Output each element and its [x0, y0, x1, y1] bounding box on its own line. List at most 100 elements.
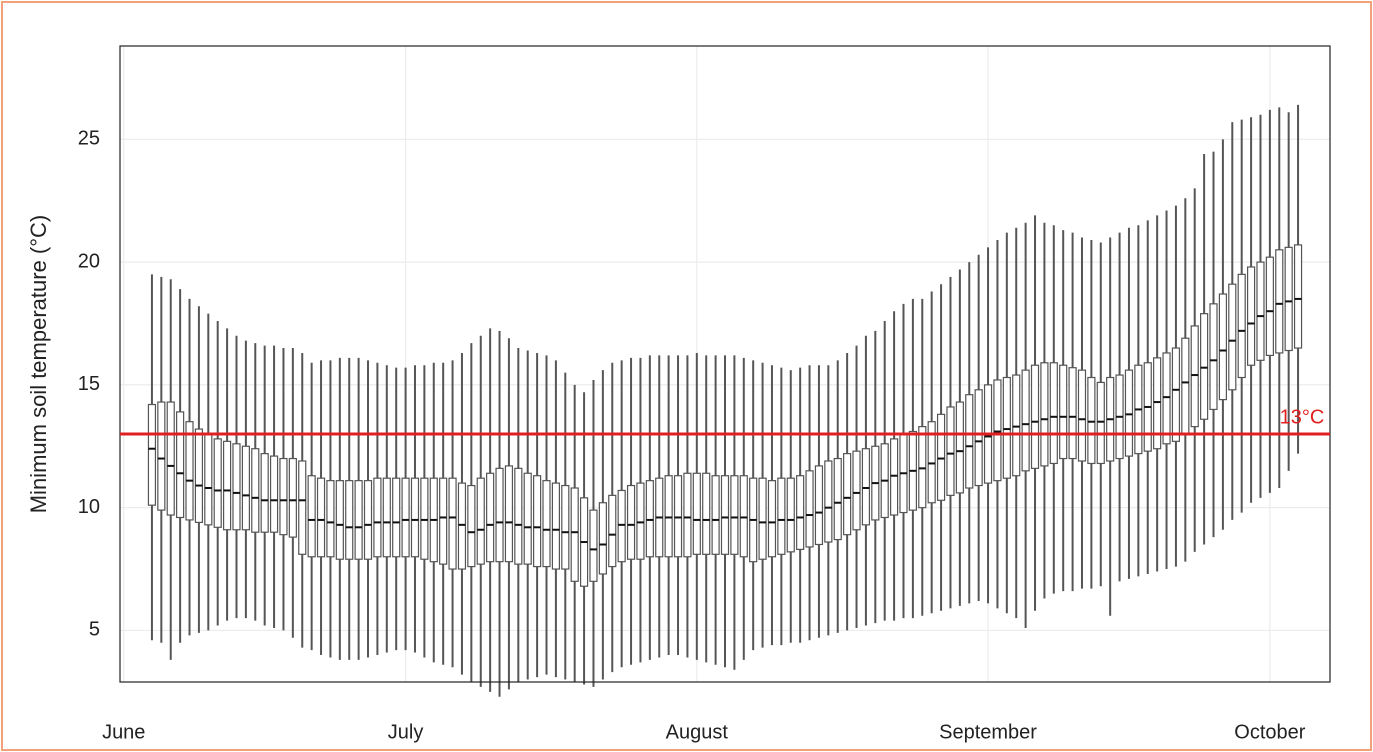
box	[1059, 364, 1068, 460]
box	[1021, 369, 1030, 472]
box	[683, 472, 692, 558]
box	[1087, 376, 1096, 465]
box	[166, 401, 175, 516]
box	[843, 453, 852, 536]
x-tick-label: September	[939, 721, 1037, 743]
box	[824, 460, 833, 543]
y-tick-label: 15	[78, 373, 100, 395]
box	[1293, 244, 1303, 349]
box	[147, 403, 157, 506]
box	[852, 450, 861, 531]
boxes	[147, 104, 1303, 697]
box	[758, 477, 767, 560]
box	[617, 489, 626, 563]
box	[486, 472, 495, 563]
box	[570, 487, 579, 582]
box	[514, 467, 523, 565]
box	[504, 465, 514, 563]
box	[345, 480, 354, 560]
box	[692, 472, 701, 555]
box	[279, 457, 288, 536]
box	[1200, 313, 1209, 420]
box	[176, 411, 185, 519]
box	[1237, 273, 1246, 379]
box	[1275, 249, 1284, 354]
y-axis-title: Minimum soil temperature (°C)	[26, 215, 51, 514]
box	[814, 465, 824, 546]
box	[608, 494, 617, 568]
box	[269, 455, 279, 533]
box	[1190, 325, 1199, 428]
box	[1246, 266, 1256, 366]
box	[955, 401, 964, 494]
box	[335, 480, 344, 560]
box	[965, 394, 974, 489]
box	[1171, 347, 1181, 442]
y-tick-label: 10	[78, 496, 100, 518]
box	[1162, 352, 1171, 445]
box	[1002, 376, 1011, 479]
y-tick-label: 20	[78, 250, 100, 272]
box	[1153, 357, 1162, 450]
box	[523, 472, 532, 565]
x-tick-label: July	[388, 721, 424, 743]
plot-border	[119, 45, 1331, 683]
box	[1218, 293, 1228, 401]
box	[316, 477, 326, 558]
y-tick-label: 5	[89, 619, 100, 641]
box	[439, 477, 448, 565]
box	[1181, 337, 1190, 435]
box	[993, 379, 1002, 482]
box	[213, 438, 222, 528]
box	[222, 440, 232, 531]
box	[241, 445, 250, 531]
box	[1077, 369, 1087, 462]
box	[1040, 362, 1049, 467]
box	[298, 460, 307, 555]
box	[626, 484, 636, 560]
box	[889, 438, 899, 516]
box	[786, 477, 795, 553]
box	[194, 428, 204, 523]
box	[561, 484, 570, 570]
box	[533, 475, 542, 568]
box	[946, 406, 955, 496]
reference-label: 13°C	[1280, 406, 1325, 428]
box	[467, 484, 476, 568]
box	[589, 509, 598, 582]
box	[1228, 283, 1237, 391]
box	[392, 477, 401, 558]
box	[420, 477, 429, 560]
box	[777, 477, 786, 555]
box	[542, 480, 551, 568]
box	[673, 475, 683, 558]
box	[936, 413, 946, 501]
y-tick-label: 25	[78, 128, 100, 150]
box	[204, 433, 213, 526]
box	[1265, 256, 1274, 357]
x-tick-label: October	[1234, 721, 1305, 743]
box	[401, 477, 410, 558]
box	[645, 480, 654, 558]
box	[861, 448, 871, 526]
box	[373, 477, 382, 558]
box	[1124, 369, 1134, 457]
x-tick-label: June	[102, 721, 145, 743]
box	[730, 475, 739, 555]
box	[157, 401, 166, 511]
box	[739, 475, 748, 558]
box	[805, 470, 814, 548]
box	[833, 457, 842, 541]
box	[354, 480, 363, 560]
box	[664, 475, 673, 558]
x-tick-label: August	[666, 721, 729, 743]
box	[495, 467, 504, 563]
box	[288, 457, 297, 538]
box	[720, 475, 730, 555]
box	[551, 482, 561, 570]
box	[1012, 374, 1021, 477]
box	[974, 389, 983, 487]
box	[185, 421, 194, 521]
